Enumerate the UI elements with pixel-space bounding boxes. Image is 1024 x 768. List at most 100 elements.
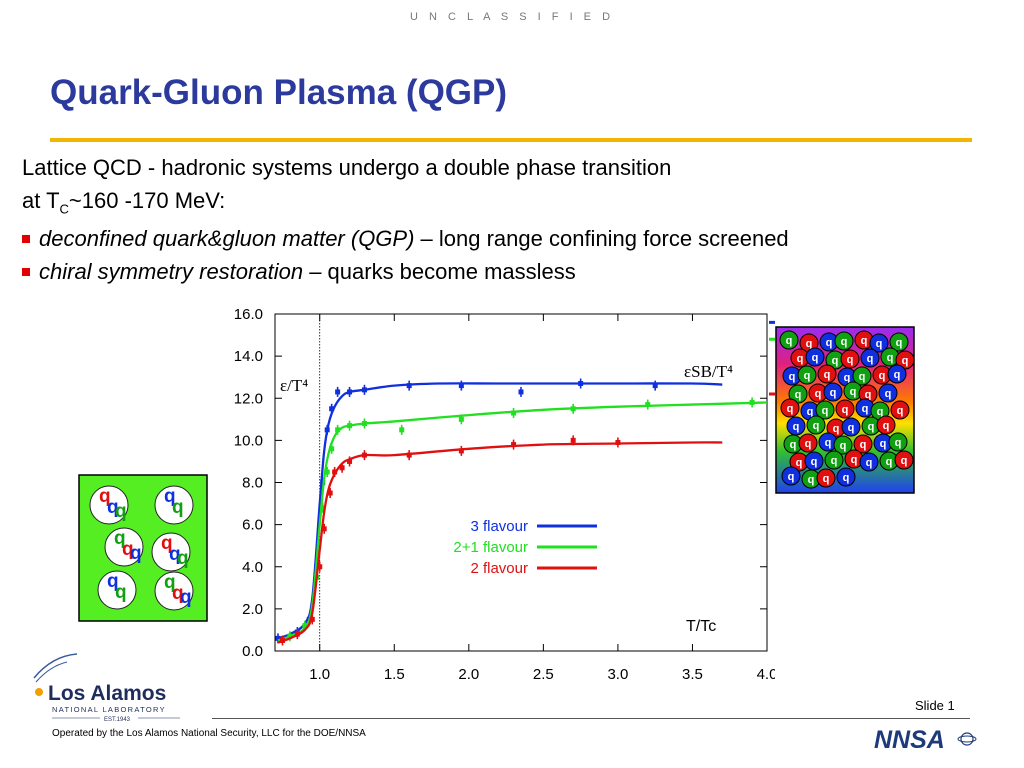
quark-label: q — [172, 497, 184, 518]
series-line-2+1 flavour — [277, 401, 768, 642]
x-tick-label: 2.5 — [533, 666, 554, 683]
bullet-marker-icon — [22, 235, 30, 243]
quark-label: q — [107, 497, 119, 518]
page-title: Quark-Gluon Plasma (QGP) — [50, 73, 508, 112]
bullet-emphasis: chiral symmetry restoration — [39, 259, 304, 284]
data-point — [279, 637, 285, 643]
parton-label: q — [894, 369, 901, 381]
data-point — [339, 465, 345, 471]
data-point — [615, 439, 621, 445]
quark-label: q — [164, 572, 176, 593]
legend-label: 3 flavour — [470, 518, 528, 535]
parton-label: q — [841, 336, 848, 348]
parton-circle — [823, 382, 843, 402]
y-tick-label: 16.0 — [234, 306, 263, 323]
data-point — [347, 458, 353, 464]
data-point — [570, 437, 576, 443]
parton-label: q — [790, 439, 797, 451]
parton-circle — [852, 366, 872, 386]
bullet-text: – quarks become massless — [303, 259, 576, 284]
parton-label: q — [842, 404, 849, 416]
parton-label: q — [795, 389, 802, 401]
lanl-logo-subtext: NATIONAL LABORATORY — [52, 705, 166, 714]
parton-label: q — [895, 437, 902, 449]
data-point — [317, 564, 323, 570]
parton-circle — [888, 432, 908, 452]
parton-circle — [836, 467, 856, 487]
parton-circle — [853, 434, 873, 454]
parton-label: q — [850, 386, 857, 398]
intro-line-2-sub: C — [59, 201, 69, 217]
data-point — [347, 389, 353, 395]
quark-label: q — [169, 544, 181, 565]
y-tick-label: 4.0 — [242, 559, 263, 576]
parton-label: q — [885, 388, 892, 400]
data-point — [294, 631, 300, 637]
y-tick-label: 2.0 — [242, 601, 263, 618]
quark-gluon-plasma-illustration: q q q q q q qq q q q q q qq q q q q q qq q q q q qq q q q q q qq q q q q q… — [775, 326, 915, 494]
lanl-logo-text: Los Alamos — [48, 682, 166, 705]
data-point — [335, 427, 341, 433]
parton-label: q — [843, 472, 850, 484]
x-tick-label: 1.0 — [309, 666, 330, 683]
parton-circle — [817, 364, 837, 384]
parton-circle — [780, 398, 800, 418]
data-point — [511, 442, 517, 448]
y-tick-label: 12.0 — [234, 390, 263, 407]
parton-label: q — [805, 438, 812, 450]
data-point — [578, 381, 584, 387]
parton-label: q — [883, 420, 890, 432]
parton-label: q — [876, 338, 883, 350]
parton-label: q — [879, 370, 886, 382]
data-point — [321, 526, 327, 532]
series-line-3 flavour — [277, 382, 723, 640]
quark-label: q — [172, 583, 184, 604]
parton-circle — [833, 435, 853, 455]
title-divider — [50, 138, 972, 142]
x-tick-label: 2.0 — [458, 666, 479, 683]
data-point — [406, 452, 412, 458]
x-axis-label: T/Tc — [686, 618, 716, 635]
y-tick-label: 6.0 — [242, 517, 263, 534]
data-point — [511, 410, 517, 416]
x-tick-label: 3.0 — [607, 666, 628, 683]
parton-label: q — [797, 353, 804, 365]
intro-line-2-prefix: at T — [22, 188, 60, 213]
footer-operated-by: Operated by the Los Alamos National Secu… — [52, 728, 366, 739]
y-tick-label: 0.0 — [242, 643, 263, 660]
parton-circle — [816, 468, 836, 488]
parton-label: q — [832, 355, 839, 367]
parton-label: q — [822, 405, 829, 417]
energy-density-chart: 0.0 2.0 4.0 6.0 8.0 10.0 12.0 14.0 16.0 1.0 1.5 2.0… — [234, 306, 775, 683]
data-point — [361, 421, 367, 427]
data-point — [645, 402, 651, 408]
data-point — [458, 448, 464, 454]
bullet-marker-icon — [22, 268, 30, 276]
parton-label: q — [851, 454, 858, 466]
quark-label: q — [164, 486, 176, 507]
parton-label: q — [859, 371, 866, 383]
stefan-boltzmann-label: εSB/T⁴ — [684, 362, 733, 381]
parton-label: q — [824, 369, 831, 381]
bullet-item: deconfined quark&gluon matter (QGP) – lo… — [22, 226, 789, 252]
parton-label: q — [823, 473, 830, 485]
y-tick-label: 8.0 — [242, 475, 263, 492]
legend-label: 2 flavour — [470, 560, 528, 577]
data-point — [275, 635, 281, 641]
data-point — [324, 427, 330, 433]
data-point — [406, 383, 412, 389]
data-point — [332, 469, 338, 475]
parton-circle — [841, 417, 861, 437]
parton-circle — [798, 433, 818, 453]
parton-label: q — [901, 455, 908, 467]
parton-circle — [859, 452, 879, 472]
data-point — [458, 383, 464, 389]
parton-label: q — [865, 389, 872, 401]
data-point — [361, 387, 367, 393]
parton-circle — [824, 450, 844, 470]
lanl-logo-est: EST.1943 — [104, 717, 131, 723]
parton-circle — [860, 348, 880, 368]
data-point — [320, 505, 326, 511]
parton-label: q — [902, 355, 909, 367]
parton-circle — [781, 466, 801, 486]
